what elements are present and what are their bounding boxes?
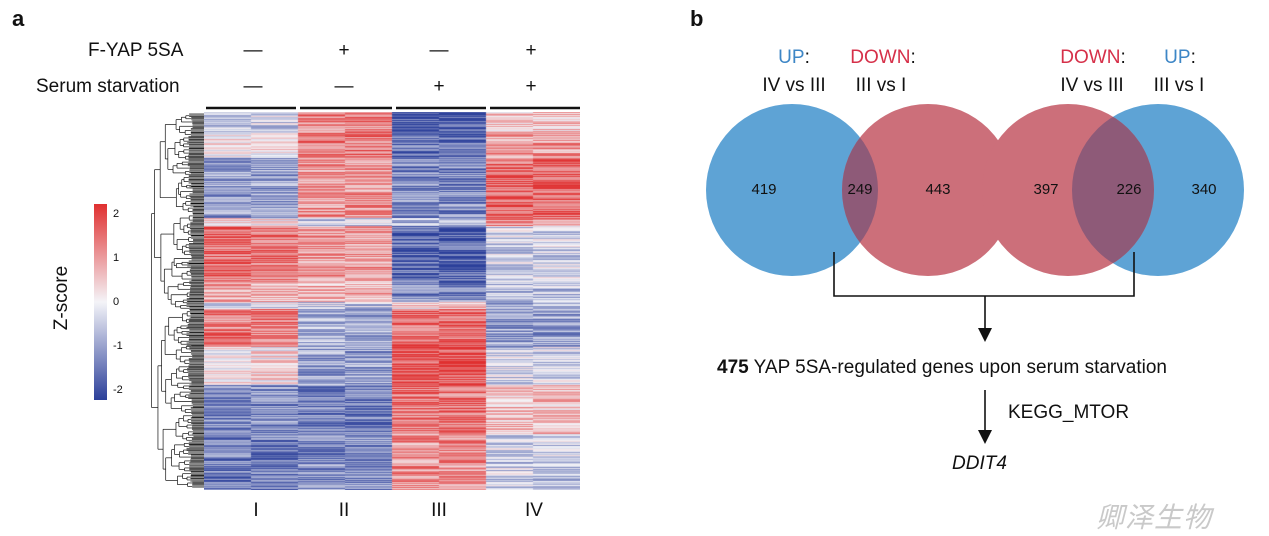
panel-b-letter: b <box>690 6 704 31</box>
sign-serum-1: — <box>243 76 263 97</box>
colorbar-tick-0: 0 <box>113 296 120 308</box>
sign-serum-2: — <box>334 76 354 97</box>
venn-left-overlap: 249 <box>847 181 873 198</box>
venn-right-only-up: 340 <box>1191 181 1217 198</box>
venn-left-down-word: DOWN <box>850 47 911 68</box>
column-label-4: IV <box>525 500 543 521</box>
venn-left-circle-up <box>706 104 878 276</box>
colorbar-tick-1: 1 <box>113 252 120 264</box>
venn-left-header-down: DOWN: <box>838 47 928 69</box>
watermark: 卿泽生物 <box>1096 502 1213 533</box>
connector-line <box>833 252 1135 297</box>
venn-left-only-down: 443 <box>925 181 951 198</box>
venn-left-up-colon: : <box>804 47 810 68</box>
venn-left-header-up: UP: <box>764 47 824 69</box>
colorbar-tick-2: 2 <box>113 208 120 220</box>
condition-label-yap: F-YAP 5SA <box>88 40 184 61</box>
venn-right-up-colon: : <box>1190 47 1196 68</box>
column-label-3: III <box>431 500 447 521</box>
colorbar-tick-neg2: -2 <box>113 384 123 396</box>
panel-a-letter: a <box>12 6 25 31</box>
colorbar-tick-neg1: -1 <box>113 340 123 352</box>
venn-diagrams <box>706 104 1244 444</box>
venn-right-header-up: UP: <box>1152 47 1208 69</box>
sign-yap-2: + <box>338 40 350 61</box>
venn-right-up-word: UP <box>1164 47 1191 68</box>
venn-left-sub-right: III vs I <box>855 75 907 96</box>
venn-left-only-up: 419 <box>751 181 777 198</box>
column-label-2: II <box>338 500 350 521</box>
venn-left-sub-left: IV vs III <box>762 75 826 96</box>
heatmap <box>204 112 580 490</box>
sign-serum-3: + <box>433 76 445 97</box>
venn-right-overlap: 226 <box>1116 181 1142 198</box>
venn-right-down-colon: : <box>1120 47 1126 68</box>
gene-label: DDIT4 <box>952 453 1007 474</box>
venn-right-down-word: DOWN <box>1060 47 1121 68</box>
venn-right-sub-right: III vs I <box>1153 75 1205 96</box>
colorbar-label: Z-score <box>51 265 73 331</box>
venn-left-up-word: UP <box>778 47 805 68</box>
row-dendrogram <box>151 113 206 488</box>
arrow-head-2 <box>978 430 992 444</box>
z-score-colorbar <box>94 204 107 400</box>
result-count: 475 <box>717 357 749 378</box>
venn-right-only-down: 397 <box>1033 181 1059 198</box>
venn-left-circle-down <box>842 104 1014 276</box>
sign-yap-3: — <box>429 40 449 61</box>
result-text: YAP 5SA-regulated genes upon serum starv… <box>748 357 1167 378</box>
venn-left-down-colon: : <box>910 47 916 68</box>
column-label-1: I <box>253 500 259 521</box>
sign-yap-4: + <box>525 40 537 61</box>
sign-yap-1: — <box>243 40 263 61</box>
pathway-label: KEGG_MTOR <box>1008 402 1130 423</box>
arrow-head-1 <box>978 328 992 342</box>
condition-label-serum: Serum starvation <box>36 76 180 97</box>
venn-right-header-down: DOWN: <box>1048 47 1138 69</box>
sign-serum-4: + <box>525 76 537 97</box>
venn-right-sub-left: IV vs III <box>1060 75 1124 96</box>
group-bars <box>206 106 580 110</box>
result-line: 475 YAP 5SA-regulated genes upon serum s… <box>717 357 1167 379</box>
